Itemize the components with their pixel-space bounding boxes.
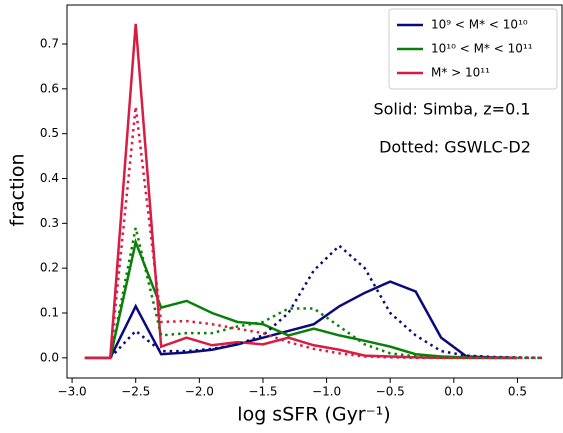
series-line [84, 23, 518, 360]
x-tick-label: 0.5 [508, 385, 527, 399]
x-tick-label: −3.0 [58, 385, 87, 399]
y-tick-label: 0.1 [40, 305, 59, 319]
x-tick-label: −2.5 [121, 385, 150, 399]
y-tick-label: 0.0 [40, 350, 59, 364]
x-tick-label: −1.0 [312, 385, 341, 399]
annotation: Solid: Simba, z=0.1 [373, 100, 530, 119]
series-line [109, 106, 543, 360]
series-line [109, 227, 543, 360]
legend-label: M* > 10¹¹ [431, 66, 490, 80]
legend-label: 10¹⁰ < M* < 10¹¹ [431, 42, 533, 56]
y-axis-label: fraction [7, 154, 29, 227]
y-tick-label: 0.3 [40, 216, 59, 230]
y-tick-label: 0.4 [40, 171, 59, 185]
x-tick-label: 0.0 [444, 385, 463, 399]
plot-frame [66, 4, 563, 379]
legend-label: 10⁹ < M* < 10¹⁰ [431, 18, 528, 32]
x-tick-label: −2.0 [185, 385, 214, 399]
y-tick-label: 0.2 [40, 261, 59, 275]
y-tick-label: 0.7 [40, 37, 59, 51]
x-tick-label: −0.5 [376, 385, 405, 399]
y-tick-label: 0.5 [40, 126, 59, 140]
y-tick-label: 0.6 [40, 81, 59, 95]
x-tick-label: −1.5 [248, 385, 277, 399]
legend-box [388, 8, 558, 90]
series-line [84, 280, 518, 360]
annotation: Dotted: GSWLC-D2 [379, 138, 531, 157]
x-axis-label: log sSFR (Gyr⁻¹) [237, 404, 390, 426]
series-line [109, 244, 543, 360]
